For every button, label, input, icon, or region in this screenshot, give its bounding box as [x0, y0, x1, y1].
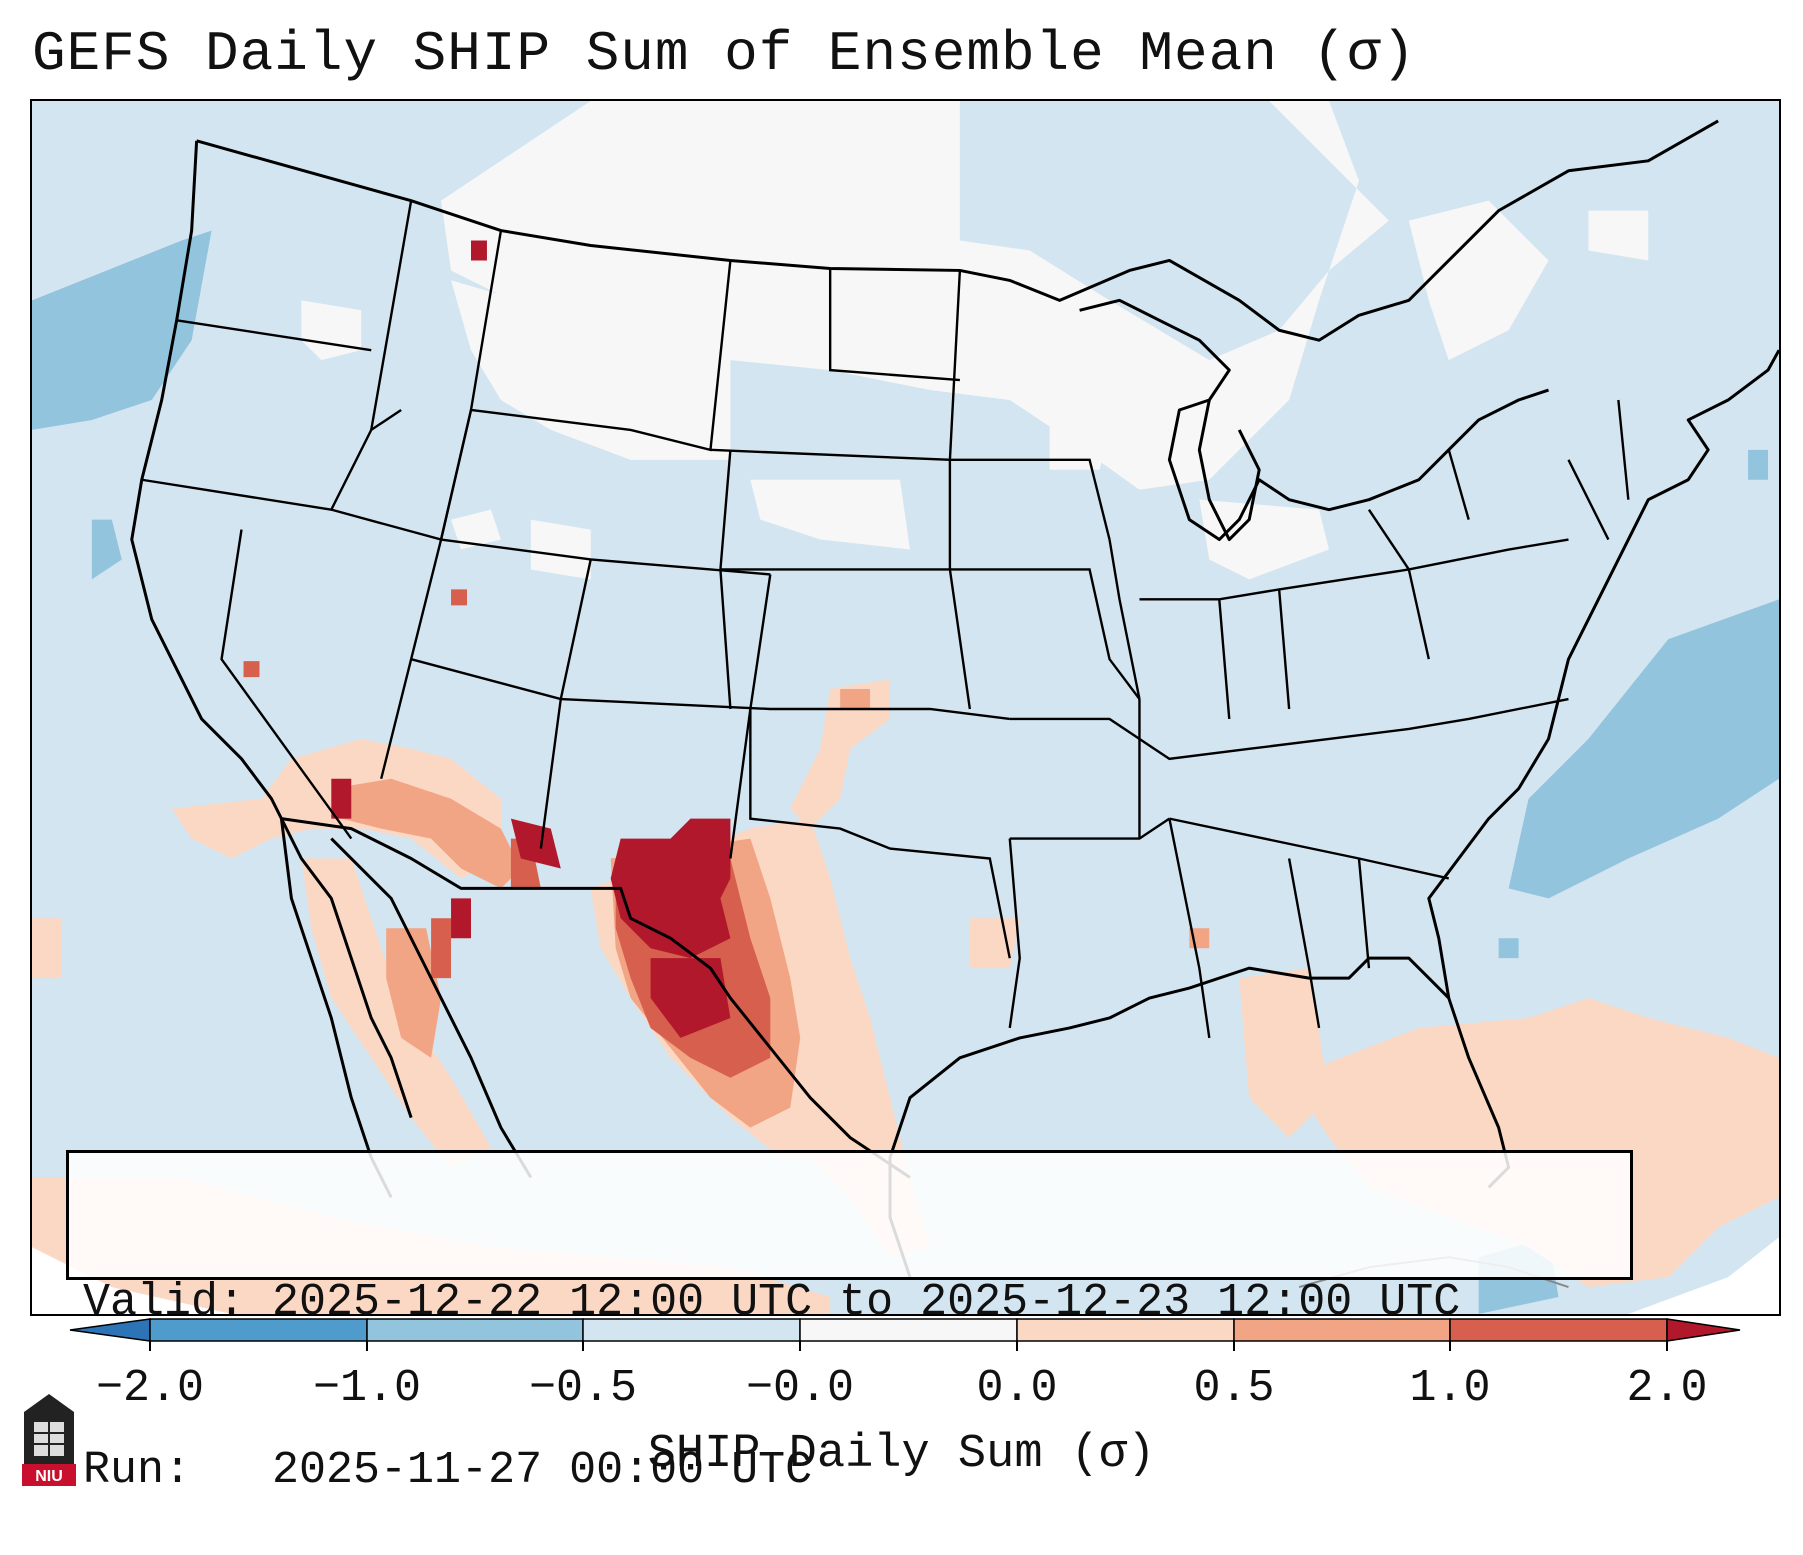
- colorbar-segment-5: [1016, 1318, 1235, 1342]
- colorbar-extend-low: [69, 1318, 151, 1342]
- colorbar-tick-label: 0.0: [976, 1363, 1058, 1414]
- colorbar-extend-high: [1666, 1318, 1741, 1342]
- colorbar-label: SHIP Daily Sum (σ): [647, 1428, 1156, 1481]
- lake-michigan: [1197, 399, 1261, 542]
- coastlines-and-borders: [130, 119, 1779, 1289]
- niu-logo-icon: NIU: [22, 1394, 76, 1486]
- colorbar-tick-label: 0.5: [1193, 1363, 1275, 1414]
- colorbar: [69, 1318, 1741, 1351]
- logo-banner: [22, 1464, 76, 1486]
- near-zero-regions: [301, 101, 1649, 580]
- state-borders: [141, 200, 1630, 1039]
- colorbar-svg: [69, 1318, 1741, 1351]
- map-svg: [32, 101, 1779, 1314]
- colorbar-tick-label: −0.5: [528, 1363, 638, 1414]
- baja-peninsula: [280, 817, 413, 1119]
- run-line: Run: 2025-11-27 00:00 UTC: [83, 1445, 813, 1496]
- colorbar-tick-label: −1.0: [312, 1363, 422, 1414]
- gulf-coast: [888, 956, 1511, 1278]
- mexico-coast: [330, 837, 533, 1179]
- colorbar-segment-1: [149, 1318, 368, 1342]
- colorbar-tick-label: 1.0: [1409, 1363, 1491, 1414]
- east-coast: [1427, 349, 1779, 999]
- colorbar-tick-label: −0.0: [745, 1363, 855, 1414]
- colorbar-tick-label: 2.0: [1626, 1363, 1708, 1414]
- colorbar-segment-6: [1233, 1318, 1451, 1342]
- colorbar-segment-3: [582, 1318, 801, 1342]
- mexico-us-border: [281, 817, 911, 1179]
- logo-text: NIU: [35, 1468, 63, 1485]
- map-panel: [30, 99, 1781, 1316]
- colorbar-segment-2: [366, 1318, 584, 1342]
- colorbar-segment-4: [799, 1318, 1018, 1342]
- logo-roof: [24, 1394, 74, 1412]
- map-title: GEFS Daily SHIP Sum of Ensemble Mean (σ): [32, 22, 1417, 86]
- valid-time-box: Valid: 2025-12-22 12:00 UTC to 2025-12-2…: [66, 1150, 1633, 1496]
- projection-edge: [32, 1237, 1779, 1314]
- colorbar-segment-7: [1449, 1318, 1668, 1342]
- west-coast: [130, 140, 393, 1199]
- us-canada-border: [196, 119, 1719, 342]
- great-lakes: [1079, 298, 1550, 542]
- colorbar-tick-label: −2.0: [95, 1363, 205, 1414]
